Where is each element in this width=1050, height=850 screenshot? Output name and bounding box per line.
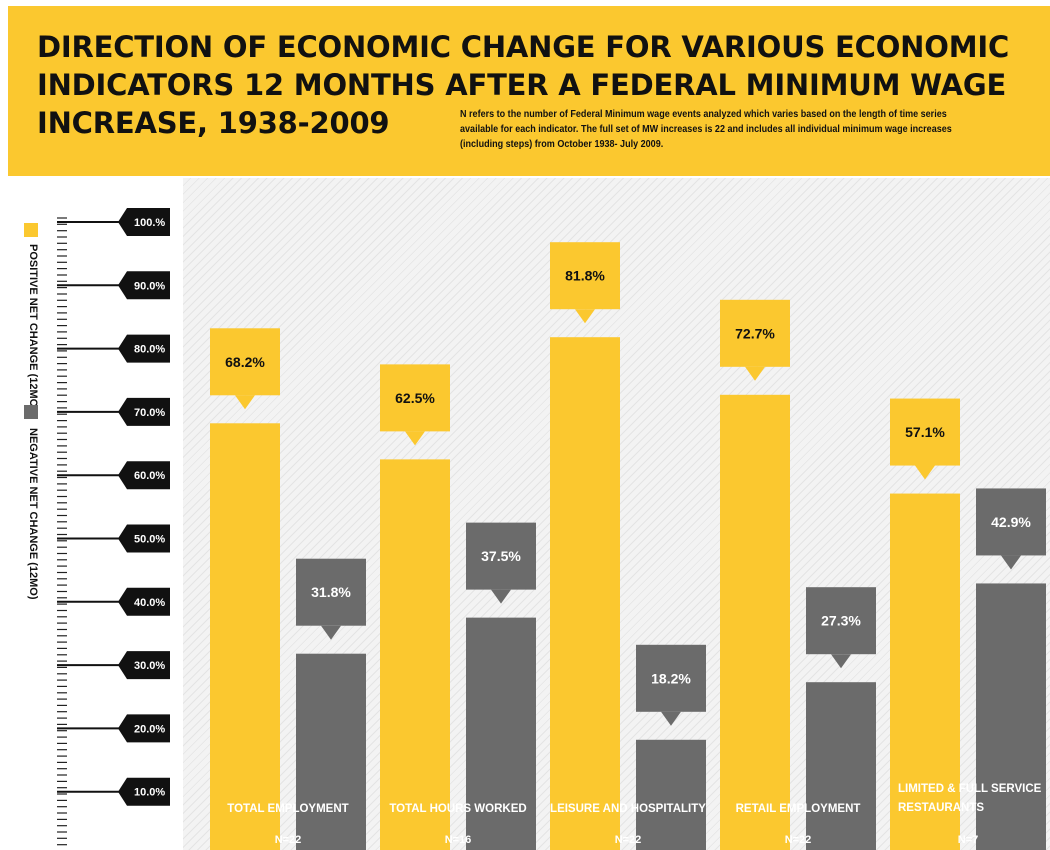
value-callout [720,299,790,367]
bar-positive [380,459,450,850]
y-tick-label: 70.0% [134,407,165,419]
category-label: LIMITED & FULL SERVICE [898,783,1042,795]
y-tick-label: 60.0% [134,470,165,482]
bar-positive [210,423,280,850]
y-tick-flag [118,461,170,490]
y-tick-flag [118,587,170,616]
value-label: 68.2% [225,354,265,370]
category-label: RESTAURANTS [898,802,984,814]
note-lead: N [460,108,467,120]
value-label: 57.1% [905,424,945,440]
value-callout-pointer [745,366,765,381]
value-label: 31.8% [311,584,351,600]
title-line-1: DIRECTION OF ECONOMIC CHANGE FOR VARIOUS… [37,30,1010,64]
value-label: 18.2% [651,670,691,686]
note-text: refers to the number of Federal Minimum … [460,108,952,150]
y-tick-label: 80.0% [134,344,165,356]
legend-negative-swatch [24,405,38,419]
y-tick-flag [118,651,170,680]
category-label: TOTAL EMPLOYMENT [227,803,348,815]
n-label: N=7 [958,834,979,846]
value-label: 72.7% [735,325,775,341]
bar-negative [296,653,366,850]
value-callout [466,522,536,590]
value-callout [636,644,706,712]
category-label: TOTAL HOURS WORKED [389,803,526,815]
bar-negative [976,583,1046,850]
value-callout-pointer [235,395,255,410]
value-callout-pointer [915,465,935,480]
value-callout-pointer [321,625,341,640]
category-label: RETAIL EMPLOYMENT [736,803,861,815]
value-label: 27.3% [821,613,861,629]
y-tick-label: 40.0% [134,597,165,609]
n-label: N=22 [275,834,302,846]
y-tick-flag [118,524,170,553]
title-banner [8,6,1050,176]
value-label: 62.5% [395,390,435,406]
y-tick-flag [118,397,170,426]
y-tick-label: 20.0% [134,723,165,735]
value-label: 37.5% [481,548,521,564]
value-callout [550,242,620,310]
value-callout-pointer [661,711,681,726]
bar-negative [806,682,876,850]
y-tick-flag [118,334,170,363]
legend-positive-swatch [24,223,38,237]
bar-positive [890,493,960,850]
value-callout [890,398,960,466]
category-label: LEISURE AND HOSPITALITY [550,803,706,815]
y-tick-label: 50.0% [134,534,165,546]
y-tick-label: 10.0% [134,787,165,799]
y-tick-flag [118,271,170,300]
value-callout-pointer [491,589,511,604]
chart-title: DIRECTION OF ECONOMIC CHANGE FOR VARIOUS… [37,28,1037,142]
y-tick-label: 30.0% [134,660,165,672]
bar-positive [550,337,620,850]
value-callout [296,558,366,626]
value-callout [210,328,280,396]
y-tick-flag [118,714,170,743]
sample-size-note: N refers to the number of Federal Minimu… [460,107,959,152]
bar-negative [636,739,706,850]
y-tick-label: 100.% [134,217,165,229]
value-callout [976,488,1046,556]
title-line-2: INDICATORS 12 MONTHS AFTER A FEDERAL MIN… [37,68,1007,102]
value-callout-pointer [575,309,595,324]
y-tick-flag [118,777,170,806]
value-label: 42.9% [991,514,1031,530]
n-label: N=22 [785,834,812,846]
value-callout-pointer [1001,555,1021,570]
y-tick-label: 90.0% [134,280,165,292]
title-line-3: INCREASE, 1938-2009 [37,106,390,140]
value-callout [806,587,876,655]
n-label: N=16 [445,834,472,846]
bar-positive [720,394,790,850]
y-tick-flag [118,208,170,236]
bar-negative [466,617,536,850]
value-label: 81.8% [565,268,605,284]
n-label: N=22 [615,834,642,846]
value-callout-pointer [405,431,425,446]
value-callout-pointer [831,654,851,669]
value-callout [380,364,450,432]
